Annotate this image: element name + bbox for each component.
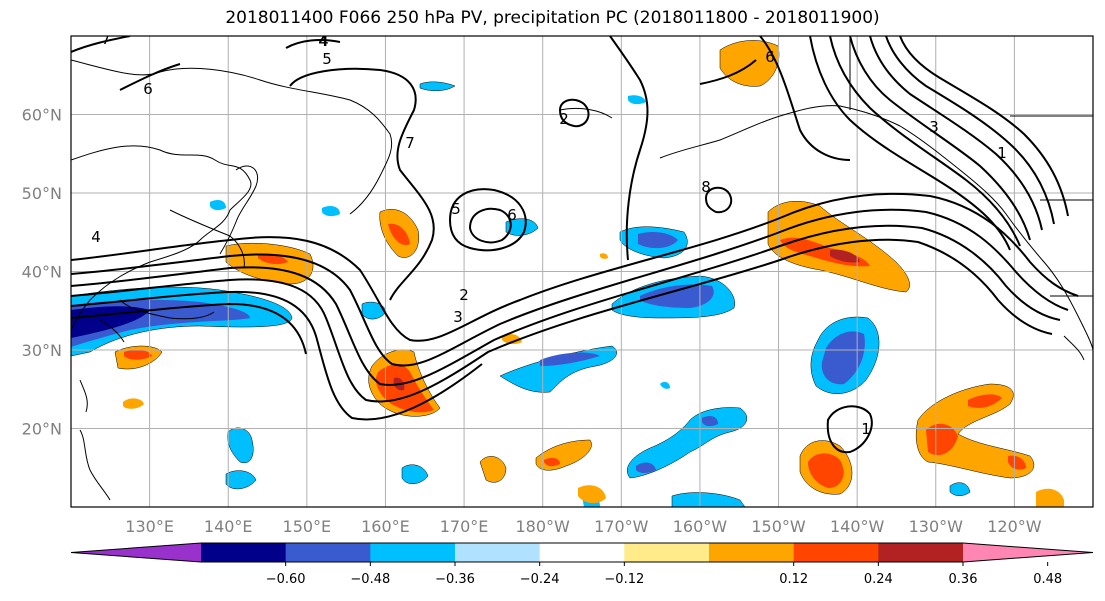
pv-contour-label: 1 — [861, 420, 871, 438]
lon-tick-label: 160°W — [673, 517, 728, 536]
colorbar-segment — [878, 543, 964, 562]
colorbar-tick-label: −0.48 — [350, 572, 390, 587]
colorbar-tick-label: 0.36 — [949, 572, 978, 587]
colorbar-segment — [793, 543, 879, 562]
lon-tick-label: 150°W — [751, 517, 806, 536]
pv-contour-label: 8 — [701, 178, 711, 196]
colorbar-segment — [455, 543, 541, 562]
lon-tick-label: 140°E — [204, 517, 253, 536]
pv-contour-label: 2 — [559, 110, 569, 128]
lon-tick-label: 160°E — [361, 517, 410, 536]
colorbar-tick-label: 0.48 — [1033, 572, 1062, 587]
colorbar-segment — [539, 543, 625, 562]
colorbar-segment — [370, 543, 456, 562]
colorbar-tick-label: −0.60 — [266, 572, 306, 587]
pv-contour-label: 7 — [101, 30, 111, 48]
pv-contour-label: 7 — [405, 134, 415, 152]
pv-contour-label: 4 — [91, 228, 101, 246]
pv-contour-label: 5 — [322, 50, 332, 68]
pv-contour-label: 4 — [319, 32, 329, 50]
colorbar-tick-label: −0.12 — [604, 572, 644, 587]
lon-tick-labels: 130°E 140°E 150°E 160°E 170°E 180°W 170°W 160°W… — [125, 517, 1041, 536]
lat-tick-label: 40°N — [22, 263, 62, 282]
colorbar-outline — [70, 542, 1094, 563]
lon-tick-label: 130°E — [125, 517, 174, 536]
colorbar-extend-low — [71, 543, 201, 562]
pv-contour-label: 6 — [765, 48, 775, 66]
lon-tick-label: 120°W — [987, 517, 1042, 536]
colorbar-tick-label: 0.24 — [864, 572, 893, 587]
colorbar-segment — [201, 543, 287, 562]
lon-tick-label: 150°E — [283, 517, 332, 536]
pv-contour-label: 6 — [143, 80, 153, 98]
pv-contours — [71, 36, 1079, 454]
colorbar-extend-high — [963, 543, 1093, 562]
lon-tick-label: 170°W — [594, 517, 649, 536]
colorbar-segment — [285, 543, 371, 562]
lat-tick-label: 60°N — [22, 106, 62, 125]
pv-contour-label: 2 — [459, 286, 469, 304]
lon-tick-label: 140°W — [830, 517, 885, 536]
map-border — [70, 35, 1094, 508]
gridlines — [71, 36, 1093, 507]
lat-tick-labels: 60°N 50°N 40°N 30°N 20°N — [22, 106, 62, 439]
pv-contour-label: 1 — [997, 144, 1007, 162]
pv-contour-label: 4 — [318, 32, 328, 50]
colorbar-segment — [709, 543, 795, 562]
lat-tick-label: 50°N — [22, 184, 62, 203]
lat-tick-label: 20°N — [22, 420, 62, 439]
lon-tick-label: 180°W — [516, 517, 571, 536]
pv-contour-label: 3 — [453, 308, 463, 326]
colorbar-segment — [624, 543, 710, 562]
pv-contour-label: 5 — [451, 200, 461, 218]
pv-contour-label: 6 — [507, 206, 517, 224]
colorbar-tick-label: −0.36 — [435, 572, 475, 587]
colorbar: −0.60 −0.48 −0.36 −0.24 −0.12 0.12 0.24 0.36 0.4… — [70, 542, 1094, 587]
lon-tick-label: 130°W — [909, 517, 964, 536]
lat-tick-label: 30°N — [22, 341, 62, 360]
colorbar-tick-label: −0.24 — [520, 572, 560, 587]
colorbar-tick-label: 0.12 — [779, 572, 808, 587]
lon-tick-label: 170°E — [440, 517, 489, 536]
pv-contour-label: 3 — [929, 118, 939, 136]
map-title: 2018011400 F066 250 hPa PV, precipitatio… — [225, 8, 880, 28]
